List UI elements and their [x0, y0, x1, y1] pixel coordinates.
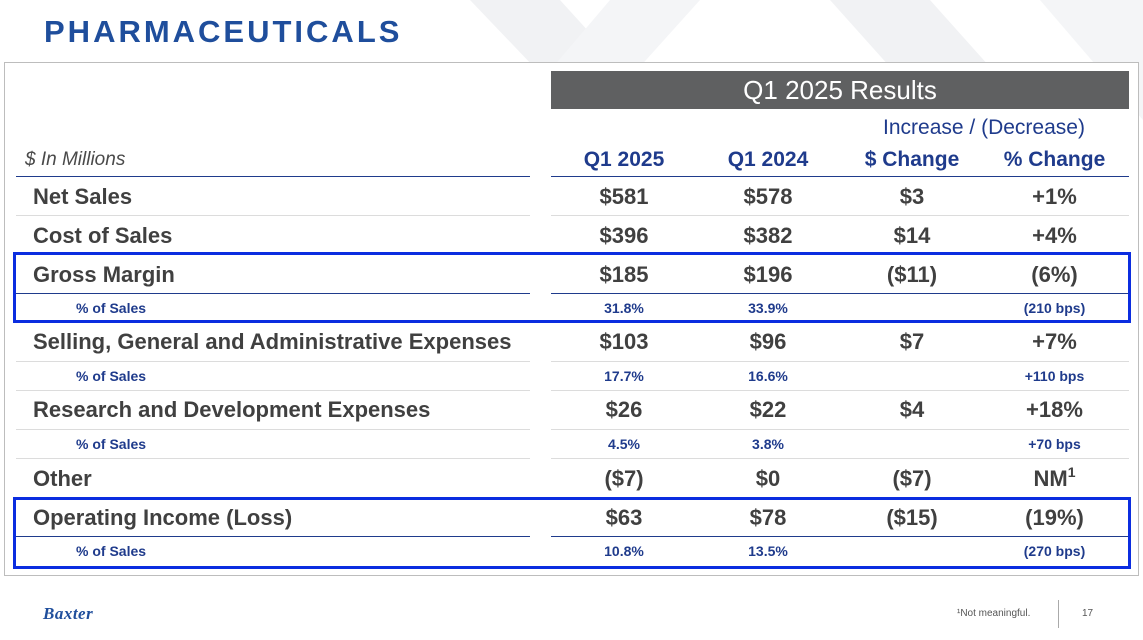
value-q1-2025: $26	[605, 397, 643, 422]
nm-value: NM	[1033, 466, 1068, 491]
footnote: ¹Not meaningful.	[957, 608, 1031, 619]
results-panel	[4, 62, 1139, 576]
row-divider	[16, 361, 530, 362]
value-q1-2024: 33.9%	[748, 300, 788, 316]
gross-margin-highlight-box	[13, 252, 1131, 323]
row-label: Other	[33, 466, 92, 491]
value-dollar-change: ($7)	[892, 466, 932, 491]
value-percent-change: +18%	[1026, 397, 1083, 422]
baxter-logo: Baxter	[43, 604, 94, 623]
row-label: Research and Development Expenses	[33, 397, 431, 422]
value-dollar-change: ($15)	[886, 505, 938, 530]
row-label: Net Sales	[33, 184, 133, 209]
row-divider	[551, 390, 1129, 391]
operating-income-highlight-box	[13, 497, 1131, 569]
value-q1-2024: $96	[749, 329, 787, 354]
results-header: Q1 2025 Results	[551, 71, 1129, 109]
header-underline-right	[551, 176, 1129, 177]
footnote-marker: 1	[1067, 464, 1076, 480]
value-q1-2025: $581	[599, 184, 649, 209]
value-q1-2024: 3.8%	[752, 436, 784, 452]
row-divider	[16, 215, 530, 216]
page-title: PHARMACEUTICALS	[44, 14, 403, 49]
row-divider	[551, 536, 1129, 537]
value-percent-change: (270 bps)	[1023, 543, 1086, 559]
row-label: % of Sales	[76, 543, 147, 559]
value-percent-change: (19%)	[1025, 505, 1084, 530]
row-divider	[16, 390, 530, 391]
value-dollar-change: $7	[899, 329, 925, 354]
value-q1-2025: $185	[599, 262, 649, 287]
header-underline-left	[16, 176, 530, 177]
column-header-percent-change: % Change	[1003, 148, 1106, 171]
value-percent-change: (6%)	[1031, 262, 1078, 287]
value-q1-2025: 10.8%	[604, 543, 644, 559]
value-dollar-change: $3	[899, 184, 925, 209]
footer-divider	[1058, 600, 1059, 628]
value-q1-2025: $396	[599, 223, 649, 248]
row-label: Selling, General and Administrative Expe…	[33, 329, 512, 354]
value-percent-change: +1%	[1032, 184, 1077, 209]
increase-decrease-label: Increase / (Decrease)	[883, 116, 1085, 139]
value-q1-2025: 31.8%	[604, 300, 644, 316]
column-header-q1-2025: Q1 2025	[583, 148, 665, 171]
row-divider	[16, 429, 530, 430]
units-label: $ In Millions	[25, 149, 126, 170]
row-label: % of Sales	[76, 300, 147, 316]
row-divider	[16, 458, 530, 459]
value-q1-2025: 17.7%	[604, 368, 644, 384]
value-percent-change: +7%	[1032, 329, 1077, 354]
row-divider	[551, 215, 1129, 216]
value-percent-change: +70 bps	[1028, 436, 1081, 452]
value-q1-2024: $78	[749, 505, 787, 530]
value-q1-2025: $103	[599, 329, 649, 354]
value-q1-2024: 13.5%	[748, 543, 788, 559]
row-label: Gross Margin	[33, 262, 175, 287]
row-label: Cost of Sales	[33, 223, 173, 248]
value-q1-2024: $382	[743, 223, 793, 248]
row-label: % of Sales	[76, 368, 147, 384]
column-header-q1-2024: Q1 2024	[727, 148, 809, 171]
value-percent-change: +4%	[1032, 223, 1077, 248]
row-divider	[551, 361, 1129, 362]
value-percent-change: (210 bps)	[1023, 300, 1086, 316]
row-divider	[16, 293, 530, 294]
value-q1-2024: $0	[755, 466, 781, 491]
row-divider	[551, 458, 1129, 459]
value-q1-2024: $578	[743, 184, 793, 209]
row-label: Operating Income (Loss)	[33, 505, 293, 530]
row-divider	[551, 429, 1129, 430]
value-q1-2025: 4.5%	[608, 436, 640, 452]
value-q1-2024: $22	[749, 397, 787, 422]
value-percent-change: +110 bps	[1024, 368, 1085, 384]
row-divider	[16, 536, 530, 537]
value-q1-2024: $196	[743, 262, 793, 287]
value-q1-2025: $63	[605, 505, 643, 530]
value-q1-2025: ($7)	[604, 466, 644, 491]
row-label: % of Sales	[76, 436, 147, 452]
row-divider	[551, 293, 1129, 294]
value-dollar-change: $14	[893, 223, 931, 248]
value-dollar-change: $4	[899, 397, 925, 422]
page-number: 17	[1082, 608, 1094, 619]
value-percent-change: NM1	[987, 464, 1122, 492]
value-dollar-change: ($11)	[886, 262, 938, 287]
column-header-dollar-change: $ Change	[864, 148, 960, 171]
value-q1-2024: 16.6%	[748, 368, 788, 384]
